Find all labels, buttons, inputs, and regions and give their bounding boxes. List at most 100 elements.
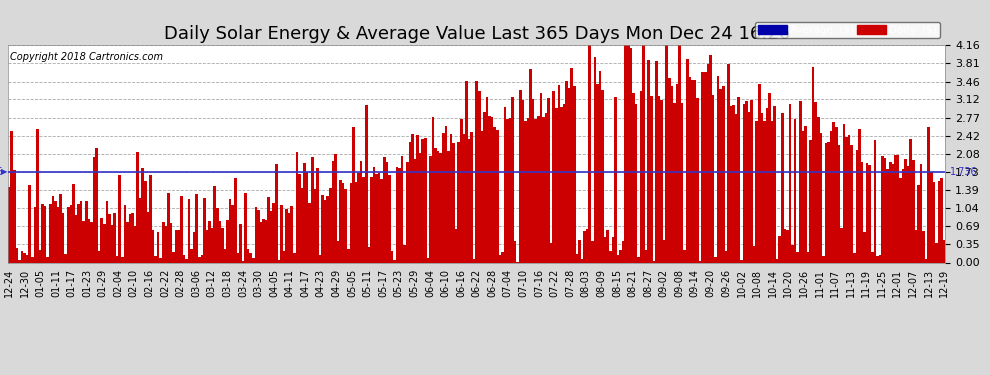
- Bar: [283, 251, 285, 262]
- Bar: [873, 140, 876, 262]
- Bar: [69, 205, 72, 262]
- Bar: [21, 251, 24, 262]
- Bar: [193, 232, 195, 262]
- Bar: [473, 259, 475, 262]
- Bar: [188, 199, 190, 262]
- Bar: [169, 223, 172, 262]
- Bar: [750, 100, 752, 262]
- Bar: [747, 112, 750, 262]
- Bar: [699, 261, 702, 262]
- Text: ▶: ▶: [1, 167, 8, 176]
- Bar: [578, 240, 581, 262]
- Bar: [876, 255, 879, 262]
- Bar: [730, 106, 733, 262]
- Bar: [342, 183, 345, 262]
- Bar: [712, 95, 714, 262]
- Bar: [853, 253, 855, 262]
- Bar: [657, 96, 660, 262]
- Bar: [638, 258, 640, 262]
- Bar: [771, 122, 773, 262]
- Bar: [815, 102, 817, 262]
- Bar: [319, 255, 322, 262]
- Bar: [920, 164, 923, 262]
- Legend: Average  ($), Daily  ($): Average ($), Daily ($): [754, 22, 940, 38]
- Bar: [817, 117, 820, 262]
- Bar: [149, 175, 151, 262]
- Bar: [696, 98, 699, 262]
- Bar: [391, 251, 393, 262]
- Bar: [306, 172, 309, 262]
- Bar: [277, 261, 280, 262]
- Bar: [54, 201, 56, 262]
- Bar: [722, 86, 725, 262]
- Bar: [707, 64, 709, 262]
- Bar: [119, 175, 121, 262]
- Bar: [652, 261, 655, 262]
- Bar: [359, 161, 362, 262]
- Bar: [254, 207, 257, 262]
- Bar: [599, 70, 601, 262]
- Bar: [552, 91, 555, 262]
- Bar: [727, 64, 730, 262]
- Bar: [647, 60, 650, 262]
- Bar: [625, 45, 627, 262]
- Text: 1.736: 1.736: [0, 167, 4, 177]
- Bar: [940, 178, 942, 262]
- Bar: [596, 84, 599, 262]
- Bar: [907, 166, 910, 262]
- Bar: [802, 131, 804, 262]
- Bar: [145, 181, 147, 262]
- Bar: [103, 224, 106, 262]
- Bar: [67, 207, 69, 262]
- Bar: [588, 45, 591, 262]
- Bar: [354, 182, 357, 262]
- Bar: [56, 207, 59, 262]
- Bar: [422, 139, 424, 262]
- Bar: [164, 226, 167, 262]
- Bar: [309, 203, 311, 262]
- Bar: [242, 261, 245, 262]
- Bar: [512, 98, 514, 262]
- Bar: [240, 224, 242, 262]
- Bar: [137, 152, 139, 262]
- Bar: [799, 101, 802, 262]
- Bar: [357, 173, 359, 262]
- Bar: [910, 139, 912, 262]
- Bar: [42, 204, 44, 262]
- Bar: [820, 133, 822, 262]
- Bar: [781, 113, 784, 262]
- Bar: [833, 122, 835, 262]
- Bar: [794, 118, 797, 262]
- Bar: [560, 107, 562, 262]
- Bar: [327, 196, 329, 262]
- Bar: [437, 151, 440, 262]
- Bar: [414, 159, 417, 262]
- Bar: [270, 211, 272, 262]
- Bar: [537, 116, 540, 262]
- Bar: [409, 142, 411, 262]
- Bar: [601, 90, 604, 262]
- Bar: [8, 187, 11, 262]
- Bar: [504, 106, 506, 262]
- Bar: [735, 114, 738, 262]
- Bar: [375, 174, 378, 262]
- Bar: [923, 231, 925, 262]
- Bar: [860, 162, 863, 262]
- Bar: [892, 164, 894, 262]
- Bar: [74, 215, 77, 262]
- Bar: [401, 156, 404, 262]
- Bar: [159, 258, 162, 262]
- Bar: [288, 213, 290, 262]
- Bar: [465, 81, 467, 262]
- Bar: [899, 178, 902, 262]
- Bar: [740, 260, 742, 262]
- Bar: [681, 103, 683, 262]
- Bar: [519, 90, 522, 262]
- Bar: [272, 203, 275, 262]
- Bar: [917, 185, 920, 262]
- Bar: [385, 162, 388, 262]
- Bar: [562, 104, 565, 262]
- Bar: [396, 167, 398, 262]
- Bar: [879, 255, 881, 262]
- Bar: [586, 230, 588, 262]
